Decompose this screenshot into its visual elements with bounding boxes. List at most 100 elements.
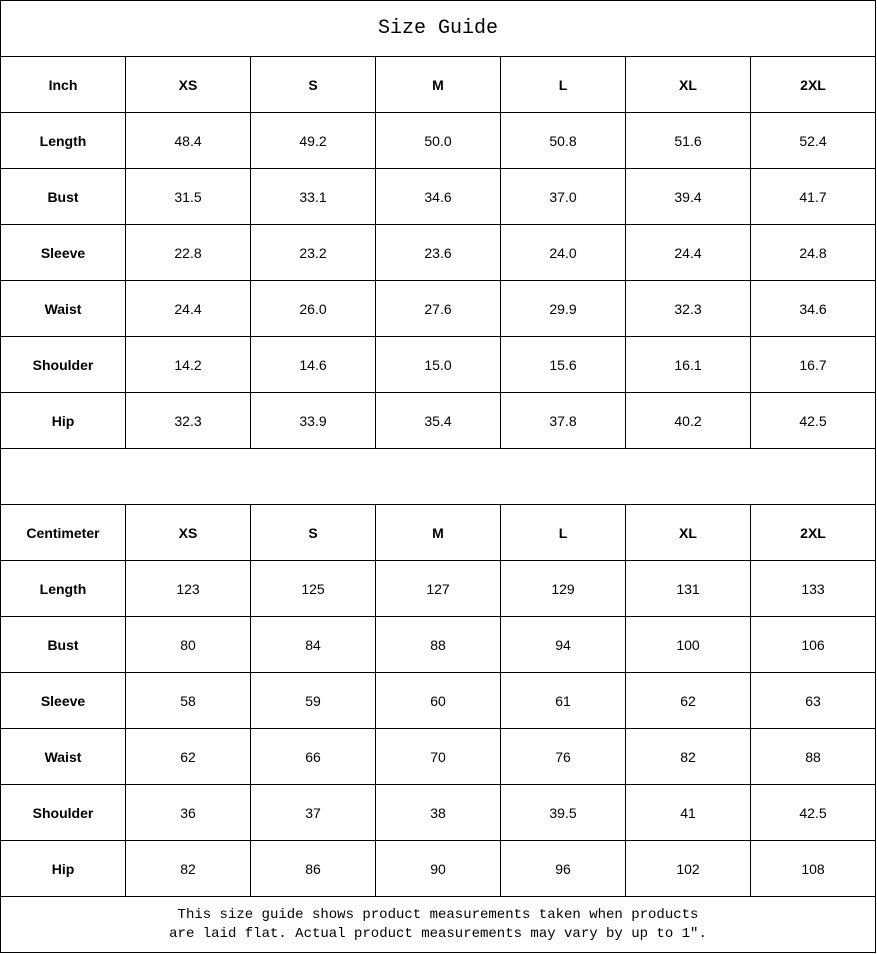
- measurement-label: Shoulder: [0, 784, 126, 841]
- measurement-value: 34.6: [375, 168, 501, 225]
- measurement-value: 31.5: [125, 168, 251, 225]
- measurement-value: 82: [625, 728, 751, 785]
- table-row: Length 123 125 127 129 131 133: [0, 560, 876, 617]
- measurement-value: 39.4: [625, 168, 751, 225]
- measurement-value: 106: [750, 616, 876, 673]
- measurement-label: Waist: [0, 280, 126, 337]
- measurement-value: 14.6: [250, 336, 376, 393]
- footer-line: This size guide shows product measuremen…: [177, 906, 699, 923]
- size-header: XS: [125, 504, 251, 561]
- measurement-value: 61: [500, 672, 626, 729]
- measurement-label: Hip: [0, 392, 126, 449]
- spacer-cell: [0, 448, 876, 505]
- size-header: XL: [625, 504, 751, 561]
- table-row: Bust 31.5 33.1 34.6 37.0 39.4 41.7: [0, 168, 876, 225]
- unit-header: Centimeter: [0, 504, 126, 561]
- measurement-value: 41: [625, 784, 751, 841]
- measurement-value: 52.4: [750, 112, 876, 169]
- table-row: Length 48.4 49.2 50.0 50.8 51.6 52.4: [0, 112, 876, 169]
- size-header: S: [250, 504, 376, 561]
- measurement-value: 41.7: [750, 168, 876, 225]
- table-row: Waist 62 66 70 76 82 88: [0, 728, 876, 785]
- measurement-value: 24.8: [750, 224, 876, 281]
- measurement-value: 24.4: [125, 280, 251, 337]
- spacer-row: [0, 448, 876, 505]
- measurement-value: 84: [250, 616, 376, 673]
- measurement-value: 42.5: [750, 784, 876, 841]
- measurement-value: 33.1: [250, 168, 376, 225]
- measurement-value: 15.6: [500, 336, 626, 393]
- measurement-value: 35.4: [375, 392, 501, 449]
- header-row: Centimeter XS S M L XL 2XL: [0, 504, 876, 561]
- measurement-value: 37: [250, 784, 376, 841]
- measurement-value: 131: [625, 560, 751, 617]
- measurement-value: 125: [250, 560, 376, 617]
- measurement-value: 88: [750, 728, 876, 785]
- measurement-value: 50.8: [500, 112, 626, 169]
- measurement-value: 60: [375, 672, 501, 729]
- measurement-value: 129: [500, 560, 626, 617]
- measurement-label: Length: [0, 112, 126, 169]
- size-header: L: [500, 56, 626, 113]
- measurement-value: 33.9: [250, 392, 376, 449]
- measurement-value: 27.6: [375, 280, 501, 337]
- footer-note: This size guide shows product measuremen…: [0, 896, 876, 953]
- measurement-value: 14.2: [125, 336, 251, 393]
- measurement-value: 86: [250, 840, 376, 897]
- header-row: Inch XS S M L XL 2XL: [0, 56, 876, 113]
- measurement-value: 48.4: [125, 112, 251, 169]
- measurement-value: 37.8: [500, 392, 626, 449]
- measurement-value: 66: [250, 728, 376, 785]
- measurement-value: 15.0: [375, 336, 501, 393]
- measurement-value: 102: [625, 840, 751, 897]
- measurement-value: 32.3: [625, 280, 751, 337]
- measurement-value: 82: [125, 840, 251, 897]
- size-header: 2XL: [750, 56, 876, 113]
- size-header: XL: [625, 56, 751, 113]
- size-header: S: [250, 56, 376, 113]
- measurement-value: 51.6: [625, 112, 751, 169]
- measurement-value: 16.1: [625, 336, 751, 393]
- measurement-value: 62: [625, 672, 751, 729]
- measurement-value: 80: [125, 616, 251, 673]
- measurement-value: 94: [500, 616, 626, 673]
- measurement-value: 58: [125, 672, 251, 729]
- measurement-value: 123: [125, 560, 251, 617]
- table-row: Shoulder 36 37 38 39.5 41 42.5: [0, 784, 876, 841]
- measurement-value: 23.2: [250, 224, 376, 281]
- measurement-value: 59: [250, 672, 376, 729]
- measurement-label: Sleeve: [0, 224, 126, 281]
- table-row: Sleeve 58 59 60 61 62 63: [0, 672, 876, 729]
- measurement-value: 16.7: [750, 336, 876, 393]
- size-header: M: [375, 56, 501, 113]
- table-row: Hip 32.3 33.9 35.4 37.8 40.2 42.5: [0, 392, 876, 449]
- measurement-value: 50.0: [375, 112, 501, 169]
- measurement-value: 29.9: [500, 280, 626, 337]
- measurement-label: Waist: [0, 728, 126, 785]
- measurement-value: 34.6: [750, 280, 876, 337]
- measurement-value: 100: [625, 616, 751, 673]
- measurement-value: 42.5: [750, 392, 876, 449]
- measurement-value: 24.0: [500, 224, 626, 281]
- measurement-value: 37.0: [500, 168, 626, 225]
- size-header: 2XL: [750, 504, 876, 561]
- table-row: Shoulder 14.2 14.6 15.0 15.6 16.1 16.7: [0, 336, 876, 393]
- table-row: Hip 82 86 90 96 102 108: [0, 840, 876, 897]
- measurement-value: 76: [500, 728, 626, 785]
- page-title: Size Guide: [0, 0, 876, 57]
- measurement-value: 108: [750, 840, 876, 897]
- measurement-value: 70: [375, 728, 501, 785]
- size-header: M: [375, 504, 501, 561]
- measurement-value: 62: [125, 728, 251, 785]
- measurement-value: 26.0: [250, 280, 376, 337]
- table-row: Sleeve 22.8 23.2 23.6 24.0 24.4 24.8: [0, 224, 876, 281]
- measurement-value: 133: [750, 560, 876, 617]
- measurement-value: 127: [375, 560, 501, 617]
- table-row: Waist 24.4 26.0 27.6 29.9 32.3 34.6: [0, 280, 876, 337]
- measurement-label: Length: [0, 560, 126, 617]
- measurement-label: Sleeve: [0, 672, 126, 729]
- measurement-value: 36: [125, 784, 251, 841]
- measurement-value: 49.2: [250, 112, 376, 169]
- measurement-value: 63: [750, 672, 876, 729]
